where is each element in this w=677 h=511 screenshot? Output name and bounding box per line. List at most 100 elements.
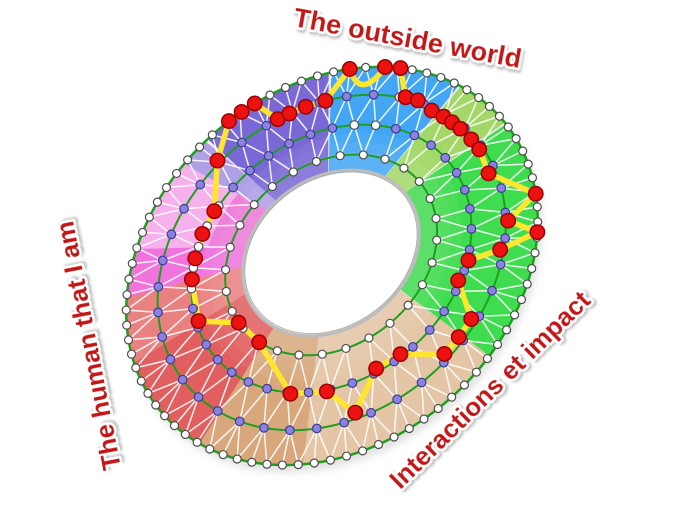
node [422, 68, 432, 78]
node [433, 403, 443, 414]
node [325, 455, 336, 465]
node [510, 310, 520, 320]
node [152, 197, 162, 207]
milestone-node [409, 92, 426, 109]
node [466, 223, 477, 234]
milestone-node [282, 385, 299, 402]
node [195, 179, 206, 190]
wheel-hole [241, 168, 421, 338]
node [414, 176, 424, 187]
node [277, 460, 288, 470]
node [153, 307, 164, 318]
node [272, 346, 282, 356]
node [408, 341, 418, 352]
node [327, 123, 338, 133]
milestone-node [471, 141, 488, 158]
milestone-node [317, 92, 334, 109]
node [404, 423, 414, 434]
node [228, 182, 239, 193]
node [495, 259, 506, 270]
node [262, 383, 272, 394]
node [432, 235, 442, 245]
node [482, 353, 493, 364]
milestone-node [341, 61, 358, 77]
node [207, 130, 217, 140]
milestone-node [297, 98, 314, 115]
node [431, 213, 441, 224]
node [280, 82, 291, 93]
node [137, 227, 148, 238]
node [171, 168, 182, 179]
node [157, 255, 168, 266]
node [249, 200, 259, 210]
node [416, 377, 427, 388]
node [527, 263, 537, 274]
node [267, 181, 277, 192]
node [427, 258, 437, 268]
node [484, 101, 495, 112]
node [522, 279, 532, 289]
node [294, 350, 304, 360]
node [451, 167, 462, 178]
node [496, 183, 507, 194]
node [126, 349, 137, 359]
node [407, 65, 417, 75]
node [303, 387, 314, 398]
node [462, 85, 472, 95]
node [131, 363, 141, 373]
node [527, 173, 538, 183]
node [358, 446, 368, 456]
label-the-outside-world: The outside world [291, 2, 524, 74]
node [218, 449, 228, 460]
node [296, 76, 306, 86]
node [225, 242, 235, 252]
node [136, 376, 146, 386]
node [494, 111, 504, 121]
node [221, 265, 231, 275]
node [153, 281, 164, 292]
node [328, 67, 339, 77]
node [236, 137, 247, 148]
node [245, 165, 255, 176]
milestone-node [450, 329, 467, 345]
node [390, 123, 401, 134]
node [193, 241, 204, 252]
node [201, 339, 212, 350]
node [288, 167, 298, 177]
node [235, 220, 245, 230]
node [212, 354, 223, 365]
node [227, 306, 237, 316]
node [226, 367, 237, 378]
node [284, 138, 294, 149]
node [127, 258, 137, 269]
node [232, 454, 242, 464]
node [265, 90, 275, 100]
node [523, 159, 533, 169]
milestone-node [246, 95, 263, 112]
node [234, 416, 245, 427]
milestone-node [450, 272, 467, 289]
node [177, 374, 188, 385]
node [309, 458, 319, 468]
node [403, 300, 413, 310]
milestone-node [347, 404, 364, 421]
node [341, 451, 352, 461]
node [385, 318, 395, 328]
node [293, 460, 303, 470]
node [124, 274, 134, 284]
milestone-node [392, 346, 409, 363]
node [392, 394, 403, 405]
milestone-node [220, 113, 237, 130]
node [471, 367, 481, 377]
node [349, 120, 360, 130]
node [361, 62, 371, 72]
milestone-node [209, 152, 226, 169]
milestone-node [452, 120, 469, 137]
node [311, 423, 322, 434]
inner-sheen-2 [221, 151, 441, 360]
milestone-node [460, 252, 477, 269]
node [368, 89, 379, 100]
node [166, 229, 177, 240]
node [221, 286, 231, 297]
